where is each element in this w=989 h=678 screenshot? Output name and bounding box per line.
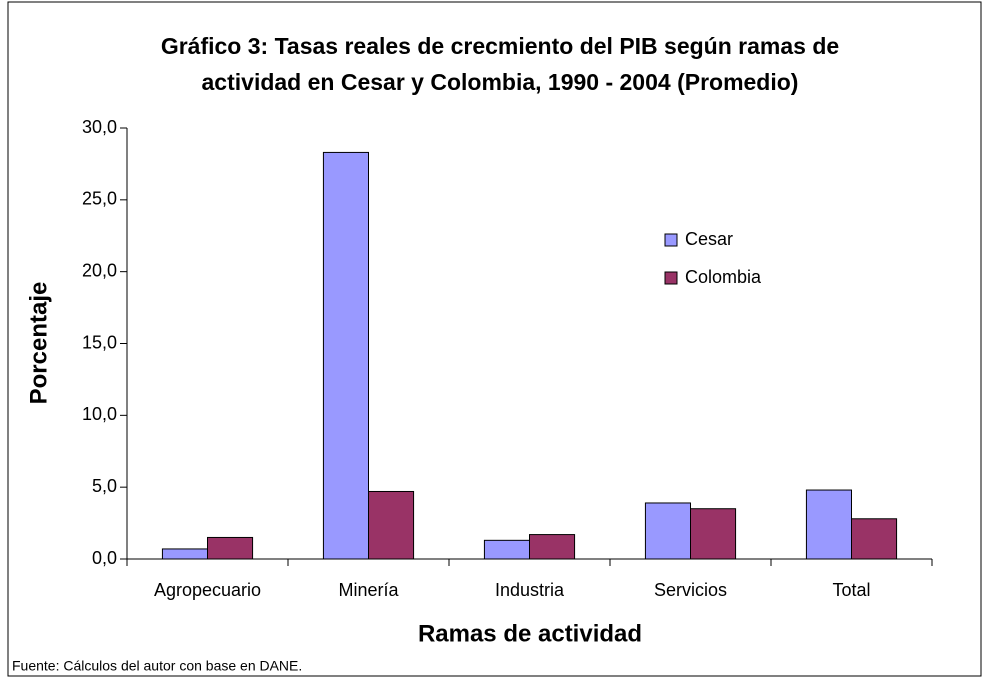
y-tick-label: 30,0 [82,117,117,137]
source-note: Fuente: Cálculos del autor con base en D… [12,658,302,674]
x-axis-title: Ramas de actividad [418,620,642,647]
legend-label: Colombia [685,267,762,287]
bar [207,536,254,560]
bar [851,518,898,560]
bar [483,539,531,560]
legend-swatch [664,271,678,285]
bar [529,534,576,560]
bar [690,508,737,560]
y-tick-label: 25,0 [82,189,117,209]
bar [644,502,691,560]
bar [805,489,852,560]
bar [368,490,415,560]
legend-label: Cesar [685,229,733,249]
bar [322,151,370,560]
chart-title: actividad en Cesar y Colombia, 1990 - 20… [202,69,799,95]
bar [161,548,208,560]
y-tick-label: 20,0 [82,260,117,280]
y-tick-label: 15,0 [82,332,117,352]
y-tick-label: 0,0 [92,548,117,568]
x-tick-label: Industria [495,580,565,600]
legend-swatch [664,233,678,247]
y-axis-title: Porcentaje [25,282,52,405]
x-tick-label: Agropecuario [154,580,261,600]
x-tick-label: Total [832,580,870,600]
x-tick-label: Servicios [654,580,727,600]
y-tick-label: 10,0 [82,404,117,424]
y-tick-label: 5,0 [92,476,117,496]
x-tick-label: Minería [338,580,399,600]
chart-title: Gráfico 3: Tasas reales de crecmiento de… [161,33,839,59]
plot-area [127,128,932,559]
